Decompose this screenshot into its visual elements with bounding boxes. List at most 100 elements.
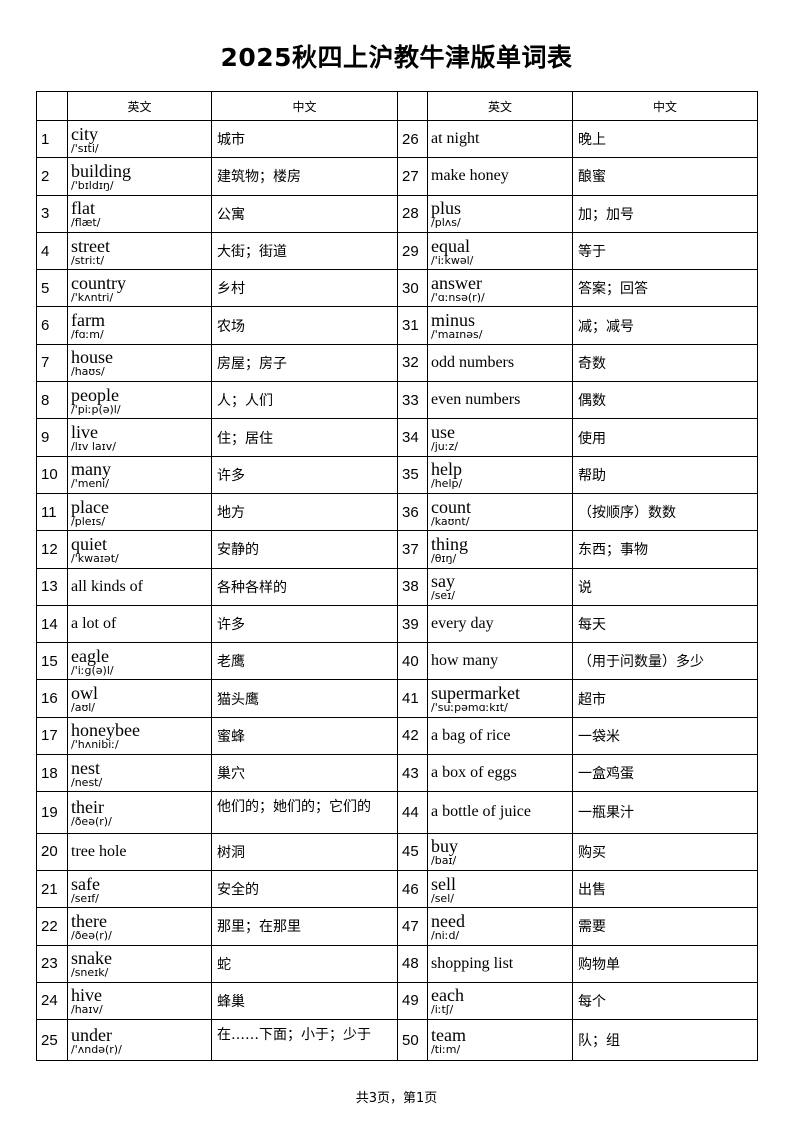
- english-cell: answer/'ɑːnsə(r)/: [427, 269, 573, 308]
- chinese-meaning: 一瓶果汁: [572, 791, 758, 834]
- word-number: 34: [397, 418, 428, 457]
- english-cell: live/lɪv laɪv/: [67, 418, 212, 457]
- word-number: 16: [36, 679, 68, 718]
- table-row: 25 under/'ʌndə(r)/在……下面；小于；少于 50 team/tiːm/…: [36, 1019, 758, 1062]
- chinese-meaning: 酿蜜: [572, 157, 758, 196]
- word-number: 18: [36, 754, 68, 793]
- english-word: a box of eggs: [431, 764, 517, 782]
- word-number: 19: [36, 791, 68, 834]
- phonetic: /juːz/: [431, 440, 458, 454]
- chinese-meaning: 在……下面；小于；少于: [211, 1019, 398, 1062]
- table-row: 16 owl/aʊl/猫头鹰 41 supermarket/'suːpəmɑːkɪt/…: [36, 679, 758, 718]
- chinese-meaning: 蛇: [211, 944, 398, 983]
- table-header-row: 英文 中文 英文 中文: [36, 91, 758, 121]
- word-number: 9: [36, 418, 68, 457]
- table-row: 24 hive/haɪv/蜂巢 49 each/iːtʃ/每个: [36, 981, 758, 1021]
- page-title: 2025秋四上沪教牛津版单词表: [220, 43, 573, 72]
- table-row: 5 country/'kʌntri/乡村 30 answer/'ɑːnsə(r)/答案…: [36, 269, 758, 308]
- word-number: 20: [36, 832, 68, 871]
- phonetic: /'meni/: [71, 477, 109, 491]
- word-number: 7: [36, 343, 68, 383]
- word-number: 48: [397, 944, 428, 983]
- word-number: 36: [397, 492, 428, 532]
- table-row: 20 tree hole 树洞 45 buy/baɪ/购买: [36, 832, 758, 871]
- word-number: 42: [397, 716, 428, 756]
- word-number: 24: [36, 981, 68, 1021]
- word-number: 1: [36, 119, 68, 159]
- chinese-meaning: 出售: [572, 869, 758, 909]
- english-cell: people/'piːp(ə)l/: [67, 381, 212, 420]
- chinese-meaning: 猫头鹰: [211, 679, 398, 718]
- english-cell: odd numbers: [427, 343, 573, 383]
- word-number: 30: [397, 269, 428, 308]
- chinese-meaning: 使用: [572, 418, 758, 457]
- english-word: use: [431, 422, 455, 443]
- english-word: minus: [431, 310, 476, 331]
- table-row: 17 honeybee/'hʌnibiː/蜜蜂 42 a bag of rice 一袋米: [36, 716, 758, 756]
- english-cell: under/'ʌndə(r)/: [67, 1019, 212, 1062]
- chinese-meaning: 许多: [211, 604, 398, 644]
- chinese-meaning: 等于: [572, 231, 758, 271]
- english-word: safe: [71, 873, 100, 894]
- english-word: say: [431, 571, 455, 592]
- english-word: sell: [431, 873, 456, 894]
- table-row: 23 snake/sneɪk/蛇 48 shopping list 购物单: [36, 944, 758, 983]
- english-word: quiet: [71, 533, 107, 554]
- table-row: 12 quiet/'kwaɪət/安静的 37 thing/θɪŋ/东西；事物: [36, 530, 758, 569]
- phonetic: /ðeə(r)/: [71, 814, 112, 828]
- word-number: 31: [397, 306, 428, 345]
- chinese-meaning: 东西；事物: [572, 530, 758, 569]
- word-number: 6: [36, 306, 68, 345]
- chinese-meaning: 城市: [211, 119, 398, 159]
- word-number: 29: [397, 231, 428, 271]
- table-row: 10 many/'meni/许多 35 help/help/帮助: [36, 455, 758, 494]
- word-number: 28: [397, 194, 428, 233]
- table-row: 11 place/pleɪs/地方 36 count/kaʊnt/（按顺序）数数: [36, 492, 758, 532]
- english-word: live: [71, 422, 98, 443]
- chinese-meaning: 各种各样的: [211, 567, 398, 606]
- table-row: 22 there/ðeə(r)/那里；在那里 47 need/niːd/需要: [36, 907, 758, 946]
- word-number: 4: [36, 231, 68, 271]
- english-word: buy: [431, 836, 458, 857]
- english-word: place: [71, 496, 109, 517]
- chinese-meaning: 奇数: [572, 343, 758, 383]
- chinese-meaning: 他们的；她们的；它们的: [211, 791, 398, 834]
- phonetic: /niːd/: [431, 928, 460, 942]
- word-number: 13: [36, 567, 68, 606]
- phonetic: /plʌs/: [431, 216, 461, 230]
- chinese-meaning: 超市: [572, 679, 758, 718]
- english-word: many: [71, 459, 111, 480]
- word-number: 49: [397, 981, 428, 1021]
- word-number: 35: [397, 455, 428, 494]
- english-word: honeybee: [71, 720, 140, 741]
- english-cell: country/'kʌntri/: [67, 269, 212, 308]
- english-cell: tree hole: [67, 832, 212, 871]
- english-word: hive: [71, 985, 102, 1006]
- english-cell: need/niːd/: [427, 907, 573, 946]
- english-word: eagle: [71, 645, 109, 666]
- phonetic: /'kʌntri/: [71, 290, 114, 304]
- english-word: nest: [71, 757, 100, 778]
- chinese-meaning: 那里；在那里: [211, 907, 398, 946]
- phonetic: /aʊl/: [71, 701, 96, 715]
- english-cell: every day: [427, 604, 573, 644]
- chinese-meaning: 答案；回答: [572, 269, 758, 308]
- english-cell: snake/sneɪk/: [67, 944, 212, 983]
- phonetic: /θɪŋ/: [431, 551, 457, 565]
- word-number: 3: [36, 194, 68, 233]
- phonetic: /fɑːm/: [71, 328, 104, 342]
- english-cell: city/'sɪti/: [67, 119, 212, 159]
- chinese-meaning: 树洞: [211, 832, 398, 871]
- english-cell: count/kaʊnt/: [427, 492, 573, 532]
- table-row: 15 eagle/'iːg(ə)l/老鹰 40 how many （用于问数量）多少: [36, 642, 758, 681]
- table-row: 21 safe/seɪf/安全的 46 sell/sel/出售: [36, 869, 758, 909]
- english-word: equal: [431, 235, 470, 256]
- english-cell: a box of eggs: [427, 754, 573, 793]
- chinese-meaning: 蜂巢: [211, 981, 398, 1021]
- table-row: 6 farm/fɑːm/农场 31 minus/'maɪnəs/减；减号: [36, 306, 758, 345]
- word-number: 46: [397, 869, 428, 909]
- english-cell: minus/'maɪnəs/: [427, 306, 573, 345]
- english-cell: say/seɪ/: [427, 567, 573, 606]
- word-number: 10: [36, 455, 68, 494]
- phonetic: /'maɪnəs/: [431, 328, 483, 342]
